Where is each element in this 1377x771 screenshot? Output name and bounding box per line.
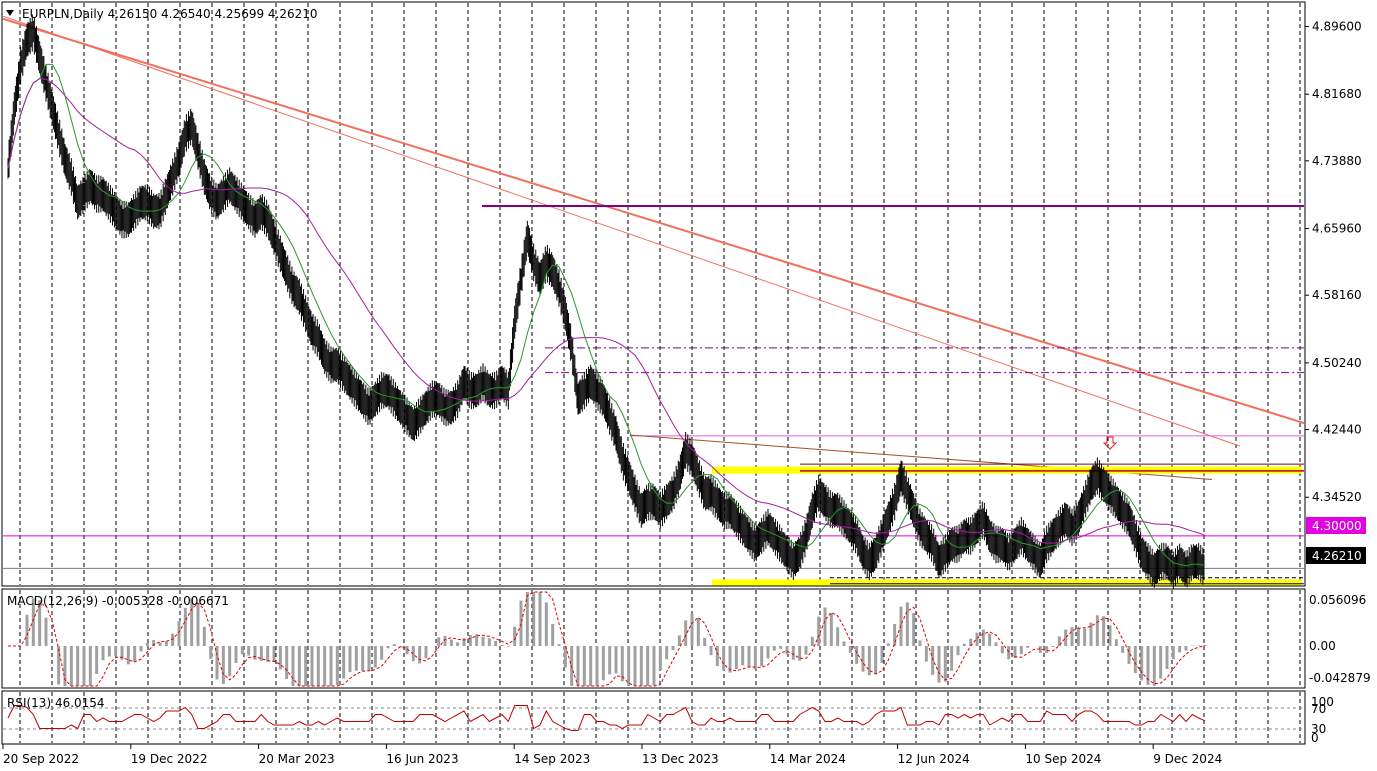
last-price-tag-bg <box>1306 547 1366 564</box>
price-tick-label: 4.34520 <box>1312 490 1362 504</box>
macd-tick-top: 0.056096 <box>1309 593 1366 607</box>
date-tick-label: 10 Sep 2024 <box>1025 752 1101 766</box>
level-tag: 4.30000 <box>1312 519 1362 533</box>
price-bars <box>7 14 1205 589</box>
price-axis-ticks: 4.89600 4.81680 4.73880 4.65960 4.58160 4.502… <box>1305 20 1362 504</box>
price-tick-label: 4.89600 <box>1312 20 1362 34</box>
rsi-tick-0: 0 <box>1311 731 1319 745</box>
down-arrow-icon <box>1102 436 1118 450</box>
support-zone <box>712 579 1302 586</box>
main-downtrend-line <box>2 17 1305 425</box>
price-tick-label: 4.42440 <box>1312 423 1362 437</box>
last-price-tag: 4.26210 <box>1312 549 1362 563</box>
chart-header: EURPLN,Daily 4.26150 4.26540 4.25699 4.2… <box>22 7 318 21</box>
rsi-tick-70: 70 <box>1311 702 1326 716</box>
rsi-line <box>7 705 1206 731</box>
rsi-indicator <box>3 705 1304 731</box>
rsi-tick-30: 30 <box>1311 722 1326 736</box>
date-tick-label: 20 Sep 2022 <box>3 752 79 766</box>
date-tick-label: 12 Jun 2024 <box>898 752 970 766</box>
moving-averages <box>7 63 1206 567</box>
price-tick-label: 4.65960 <box>1312 222 1362 236</box>
date-tick-label: 16 Jun 2023 <box>386 752 458 766</box>
collapse-triangle-icon[interactable] <box>6 10 14 16</box>
vertical-gridlines <box>19 3 1301 743</box>
slow-moving-average <box>7 78 1206 544</box>
macd-label: MACD(12,26,9) -0.005328 -0.006671 <box>7 594 229 608</box>
date-tick-label: 14 Mar 2024 <box>770 752 846 766</box>
date-axis-ticks: 20 Sep 2022 19 Dec 2022 20 Mar 2023 16 Jun … <box>2 744 1222 766</box>
rsi-tick-100: 100 <box>1311 695 1334 709</box>
price-overlays <box>2 15 1305 586</box>
fast-moving-average <box>7 63 1206 567</box>
resistance-zone <box>712 466 1302 474</box>
macd-tick-bottom: -0.042879 <box>1309 671 1371 685</box>
date-tick-label: 20 Mar 2023 <box>259 752 335 766</box>
rsi-label: RSI(13) 46.0154 <box>7 696 105 710</box>
macd-indicator <box>8 591 1207 687</box>
price-tick-label: 4.58160 <box>1312 288 1362 302</box>
macd-tick-zero: 0.00 <box>1309 639 1336 653</box>
macd-signal-line <box>8 591 1206 687</box>
price-tick-label: 4.81680 <box>1312 87 1362 101</box>
date-tick-label: 13 Dec 2023 <box>642 752 719 766</box>
date-tick-label: 9 Dec 2024 <box>1153 752 1222 766</box>
date-tick-label: 14 Sep 2023 <box>514 752 590 766</box>
price-tick-label: 4.50240 <box>1312 356 1362 370</box>
thin-downtrend-line <box>2 15 1241 447</box>
price-tick-label: 4.73880 <box>1312 154 1362 168</box>
level-tag-bg <box>1306 517 1366 534</box>
date-tick-label: 19 Dec 2022 <box>131 752 208 766</box>
